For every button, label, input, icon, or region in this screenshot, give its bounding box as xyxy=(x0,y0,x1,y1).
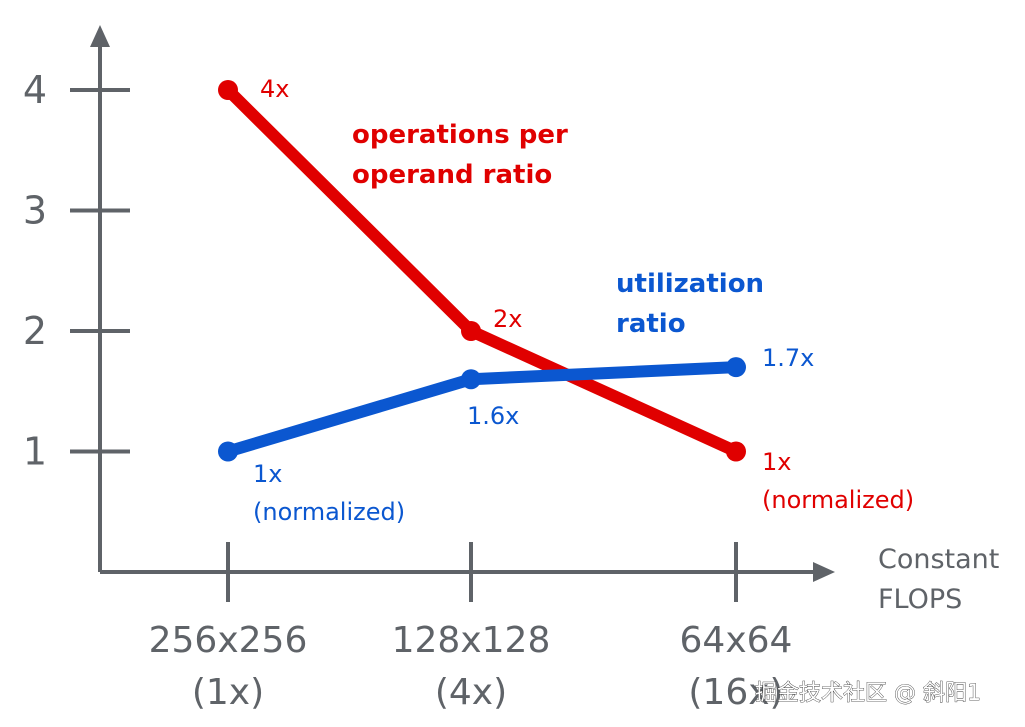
data-point xyxy=(218,441,238,462)
data-point xyxy=(461,321,481,341)
data-label: 1.7x xyxy=(762,344,814,372)
axes: Constant FLOPS xyxy=(90,25,999,615)
data-label: 1.6x xyxy=(467,402,519,430)
x-category-label: 64x64 (16x) xyxy=(680,620,793,713)
x-axis-arrow xyxy=(813,562,835,582)
data-point xyxy=(726,441,746,462)
data-label: 2x xyxy=(493,305,522,333)
x-category-label: 256x256 (1x) xyxy=(149,620,308,713)
x-axis-title: Constant FLOPS xyxy=(878,544,999,615)
data-point xyxy=(726,357,746,378)
data-point xyxy=(461,369,481,390)
series-name-label: utilization ratio xyxy=(616,269,764,339)
y-tick-label: 1 xyxy=(23,430,47,474)
x-category-label: 128x128 (4x) xyxy=(392,620,551,713)
data-label: 1x (normalized) xyxy=(762,448,914,514)
data-label: 4x xyxy=(260,75,289,103)
series-group xyxy=(218,80,746,462)
y-tick-label: 2 xyxy=(23,309,47,353)
x-axis-ticks: 256x256 (1x) 128x128 (4x) 64x64 (16x) xyxy=(149,542,793,713)
series-name-label: operations per operand ratio xyxy=(352,120,568,190)
data-labels: 4x 2x 1x (normalized) operations per operand … xyxy=(253,75,914,526)
watermark-text: 掘金技术社区 @ 斜阳1 xyxy=(755,681,981,706)
data-label: 1x (normalized) xyxy=(253,460,405,526)
y-tick-label: 3 xyxy=(23,189,47,233)
y-axis-arrow xyxy=(90,25,110,47)
y-axis-ticks: 1 2 3 4 xyxy=(23,68,130,474)
data-point xyxy=(218,80,238,100)
y-tick-label: 4 xyxy=(23,68,47,112)
